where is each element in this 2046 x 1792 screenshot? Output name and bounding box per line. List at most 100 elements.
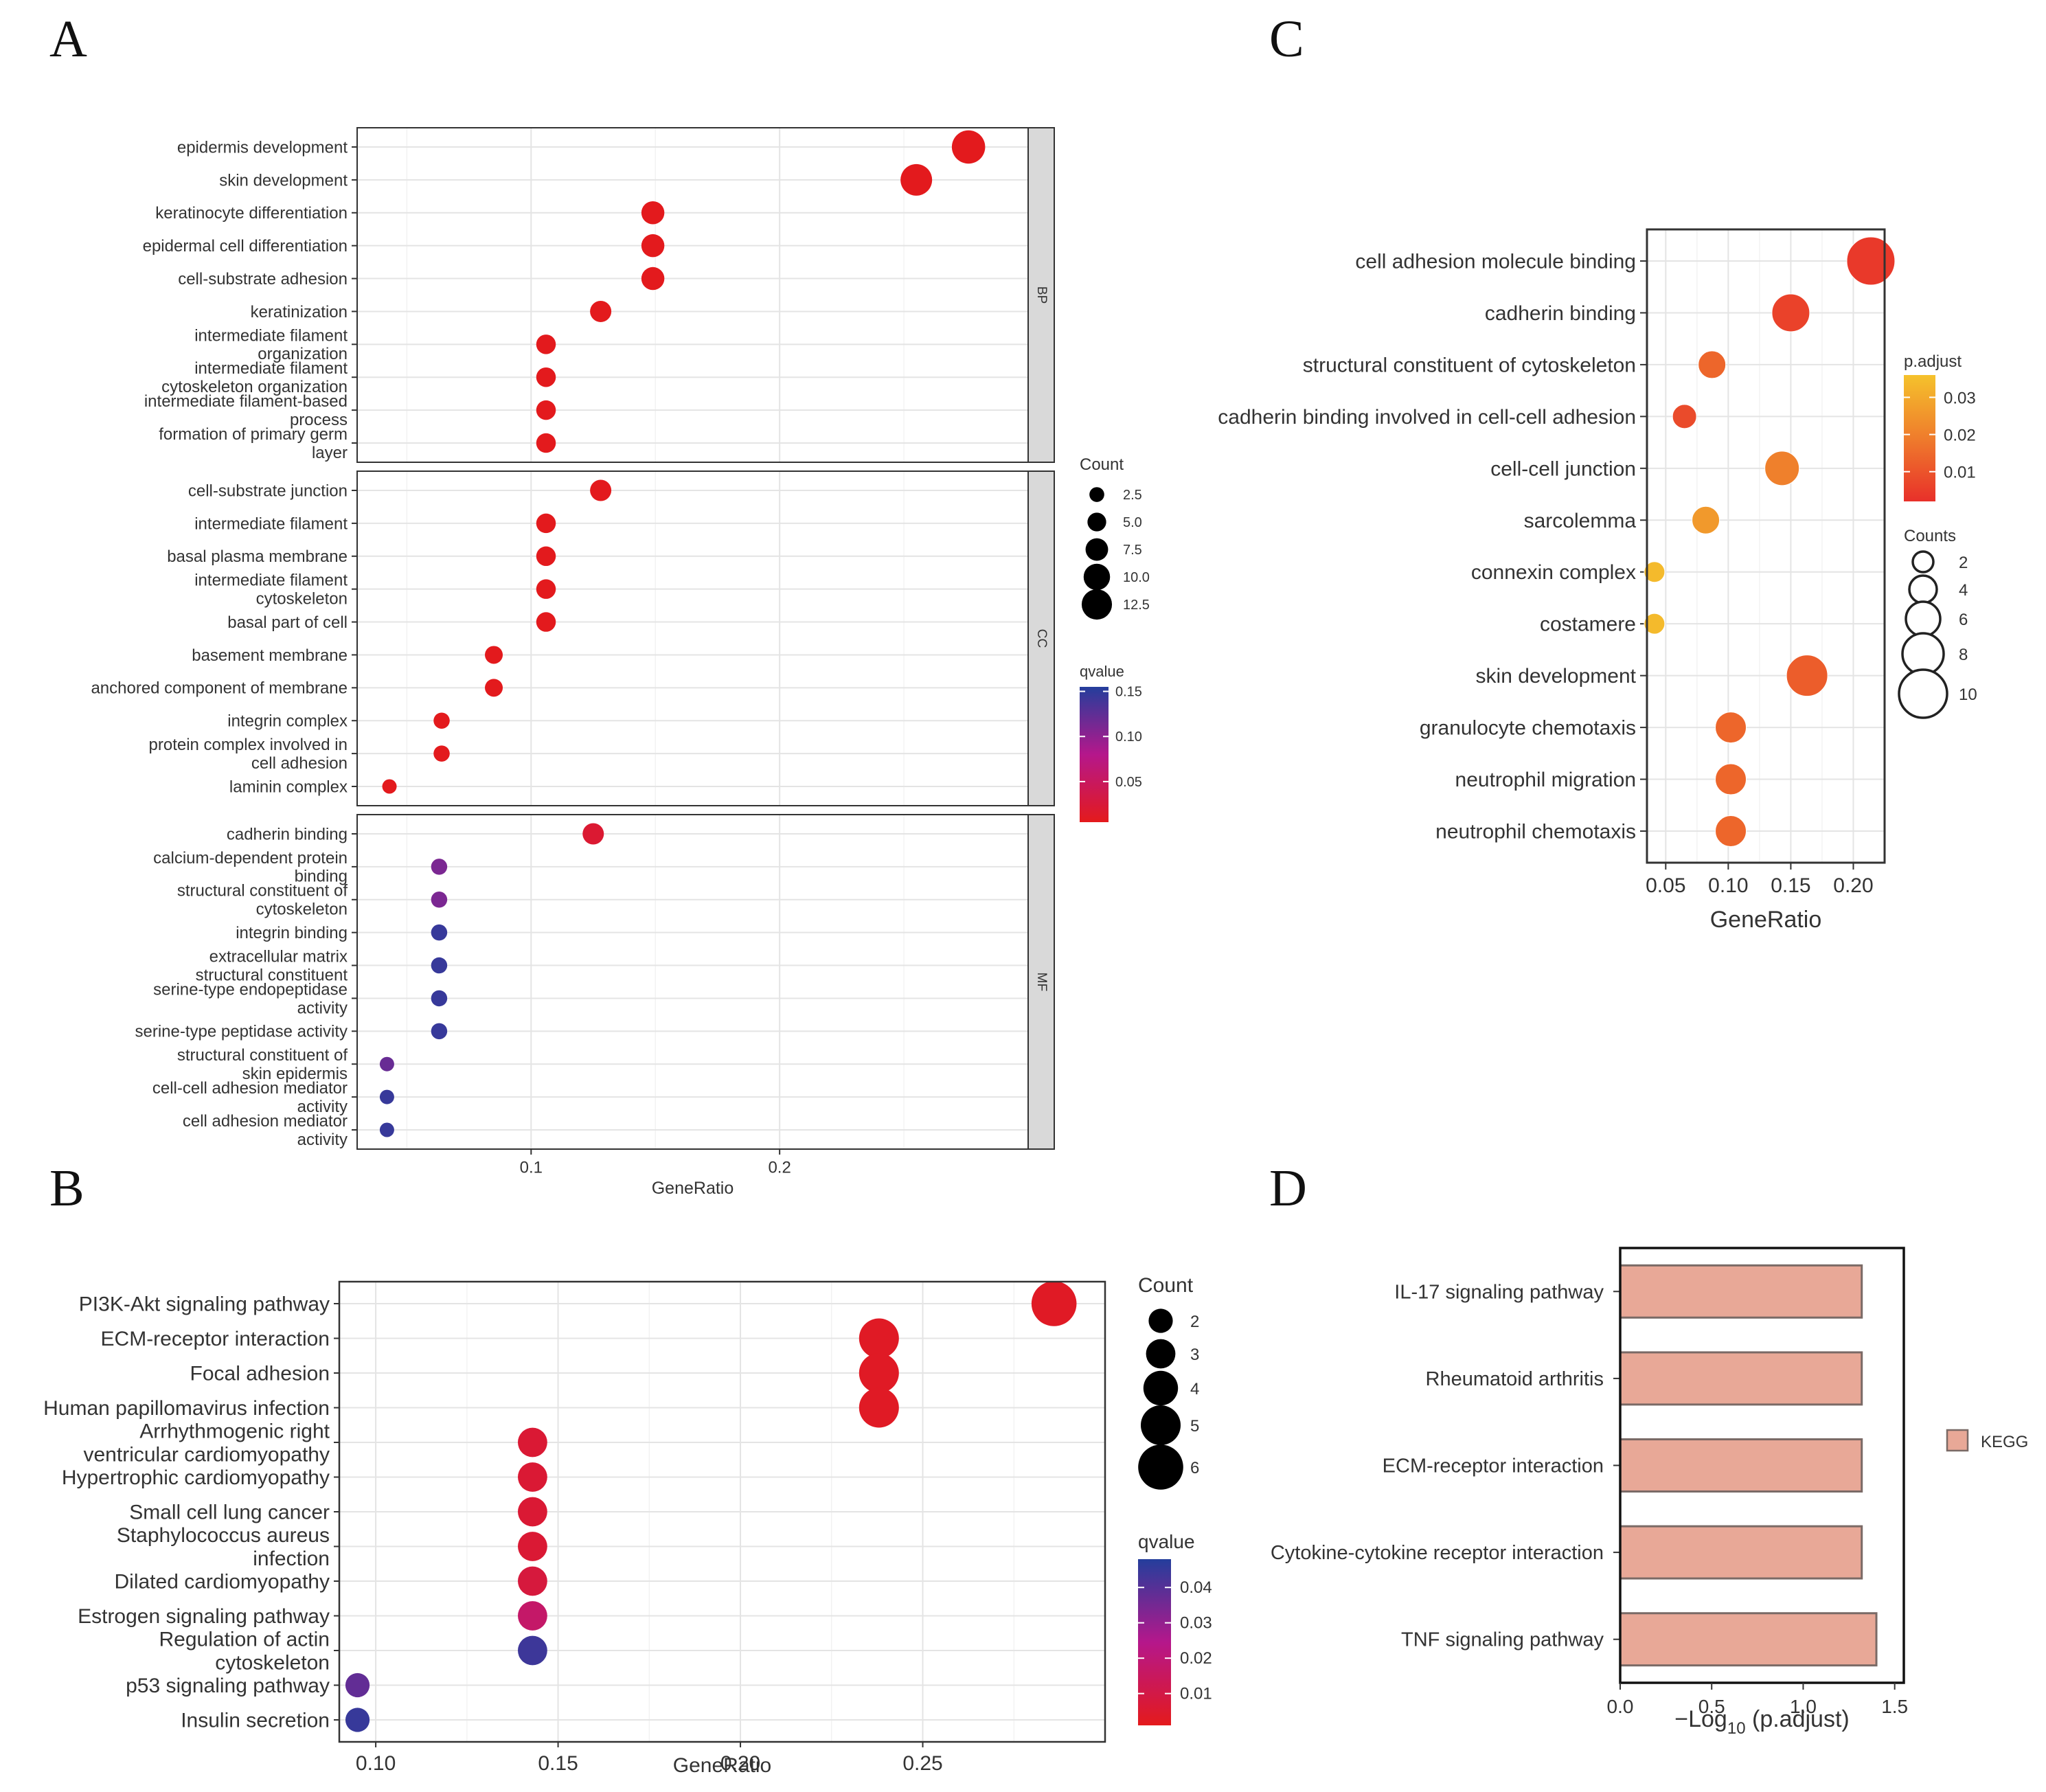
y-tick-label: activity [297, 1098, 348, 1116]
y-tick-label: Rheumatoid arthritis [1426, 1368, 1604, 1390]
colorbar-label: 0.04 [1180, 1578, 1212, 1597]
y-tick-label: p53 signaling pathway [126, 1675, 330, 1697]
y-tick-label: anchored component of membrane [91, 679, 348, 698]
y-tick-label: ECM-receptor interaction [101, 1328, 330, 1350]
y-tick-label: integrin complex [227, 712, 348, 731]
y-tick-label: extracellular matrix [209, 948, 348, 966]
legend-size-circle [1898, 668, 1948, 719]
data-point [431, 1023, 448, 1040]
plot-panel-border [1619, 1247, 1905, 1684]
y-tick-label: serine-type peptidase activity [135, 1023, 348, 1041]
y-tick-label: intermediate filament [194, 326, 348, 345]
legend-label: KEGG [1981, 1433, 2028, 1451]
y-tick-label: cell-cell adhesion mediator [152, 1079, 348, 1098]
data-point [590, 300, 612, 322]
legend-title-counts: Counts [1904, 527, 1956, 545]
data-point [1698, 350, 1727, 379]
legend-size-label: 3 [1190, 1346, 1199, 1364]
plot-panel-bg [357, 815, 1028, 1149]
legend-title-qvalue: qvalue [1080, 663, 1124, 680]
legend-size-dot [1087, 512, 1106, 532]
data-point [536, 367, 556, 387]
legend-size-label: 10.0 [1123, 570, 1150, 585]
colorbar [1080, 687, 1109, 822]
y-tick-label: cell adhesion [251, 754, 348, 773]
legend-size-label: 8 [1959, 646, 1968, 664]
x-tick-label: 0.0 [1607, 1696, 1634, 1717]
y-tick-label: structural constituent of cytoskeleton [1303, 354, 1636, 376]
y-tick-label: keratinocyte differentiation [155, 204, 348, 223]
legend-size-circle [1911, 550, 1935, 574]
y-tick-label: Regulation of actin [159, 1629, 330, 1651]
legend-size-label: 5.0 [1123, 515, 1142, 530]
bar [1619, 1438, 1863, 1493]
legend-size-dot [1089, 487, 1104, 502]
y-tick-label: connexin complex [1471, 561, 1636, 584]
y-tick-label: cell-cell junction [1490, 457, 1636, 480]
data-point [641, 234, 665, 258]
legend-size-label: 10 [1959, 685, 1977, 704]
facet-strip [1027, 470, 1055, 806]
bar [1619, 1351, 1863, 1406]
data-point [345, 1708, 370, 1732]
x-tick-label: 0.10 [1708, 874, 1748, 897]
data-point [379, 1089, 394, 1104]
data-point [431, 859, 448, 875]
x-tick-label: 0.2 [768, 1158, 791, 1177]
bar [1619, 1612, 1878, 1667]
legend-size-dot [1085, 538, 1109, 561]
legend-size-dot [1148, 1308, 1173, 1333]
data-point [1771, 293, 1810, 332]
legend-size-dot [1143, 1370, 1179, 1406]
data-point [536, 400, 556, 420]
data-point [536, 513, 556, 534]
legend-size-circle [1901, 632, 1945, 676]
x-tick-label: 0.05 [1646, 874, 1685, 897]
x-axis-title: GeneRatio [652, 1179, 734, 1198]
y-tick-label: formation of primary germ [159, 425, 348, 444]
data-point [431, 957, 448, 974]
y-tick-label: Cytokine-cytokine receptor interaction [1271, 1542, 1604, 1564]
x-axis-title: −Log10 (p.adjust) [1674, 1706, 1849, 1738]
y-tick-label: serine-type endopeptidase [153, 980, 348, 999]
y-tick-label: structural constituent [196, 966, 348, 984]
y-tick-label: cadherin binding [227, 825, 348, 843]
legend-size-label: 2 [1190, 1313, 1199, 1331]
chart-d: IL-17 signaling pathway Rheumatoid arthri… [1271, 1247, 2028, 1738]
y-tick-label: binding [295, 867, 348, 886]
data-point [1031, 1281, 1077, 1326]
y-tick-label: cytoskeleton [256, 900, 348, 919]
y-tick-label: cell-substrate adhesion [178, 270, 348, 288]
legend-size-label: 4 [1959, 581, 1968, 600]
x-axis-title-part: −Log [1674, 1706, 1727, 1732]
legend-size-label: 7.5 [1123, 543, 1142, 558]
y-tick-label: activity [297, 999, 348, 1017]
data-point [382, 779, 397, 794]
legend-size-label: 2.5 [1123, 488, 1142, 503]
legend-size-dot [1141, 1405, 1181, 1445]
y-tick-label: skin epidermis [242, 1065, 348, 1083]
y-tick-label: Insulin secretion [181, 1710, 330, 1732]
y-tick-label: skin development [1476, 665, 1637, 688]
y-tick-label: ECM-receptor interaction [1383, 1455, 1604, 1477]
data-point [379, 1056, 394, 1071]
legend-size-label: 5 [1190, 1417, 1199, 1436]
y-tick-label: granulocyte chemotaxis [1420, 717, 1636, 740]
x-tick-label: 0.1 [520, 1158, 543, 1177]
data-point [1715, 712, 1747, 744]
y-tick-label: cadherin binding involved in cell-cell a… [1218, 406, 1636, 429]
data-point [1672, 404, 1697, 429]
panel-letter-b: B [49, 1159, 84, 1217]
plot-panel-border [1646, 228, 1886, 864]
y-tick-label: integrin binding [236, 924, 348, 942]
legend-size-circle [1908, 574, 1938, 604]
data-point [536, 433, 556, 453]
data-point [485, 646, 503, 664]
panel-letter-c: C [1269, 10, 1304, 68]
facet-strip-label: BP [1034, 286, 1049, 304]
panel-letter-d: D [1269, 1159, 1307, 1217]
y-tick-label: cytoskeleton [256, 590, 348, 609]
legend-size-dot [1146, 1339, 1176, 1369]
